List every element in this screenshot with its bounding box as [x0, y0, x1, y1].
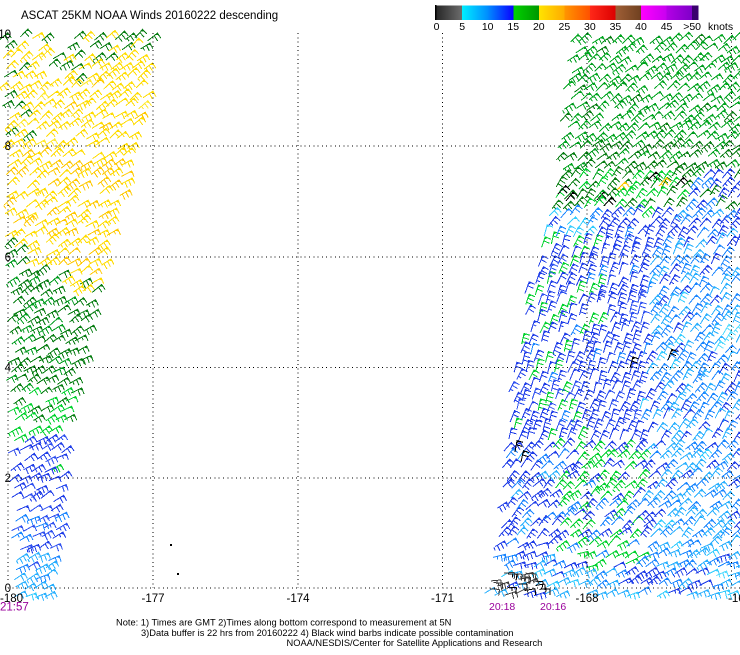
svg-text:30: 30 — [584, 21, 596, 33]
svg-text:5: 5 — [459, 21, 465, 33]
svg-text:0: 0 — [5, 583, 11, 595]
svg-text:45: 45 — [661, 21, 673, 33]
svg-text:2: 2 — [5, 473, 11, 485]
svg-text:10: 10 — [482, 21, 494, 33]
svg-text:0: 0 — [434, 21, 440, 33]
svg-text:6: 6 — [5, 252, 11, 264]
svg-text:4: 4 — [5, 363, 12, 375]
svg-text:3)Data buffer is 22 hrs from 2: 3)Data buffer is 22 hrs from 20160222 4)… — [141, 628, 513, 638]
svg-text:>50: >50 — [683, 21, 701, 33]
svg-text:-174: -174 — [286, 593, 310, 605]
svg-text:35: 35 — [610, 21, 622, 33]
svg-text:8: 8 — [5, 141, 11, 153]
svg-text:ASCAT 25KM NOAA Winds 20160222: ASCAT 25KM NOAA Winds 20160222 descendin… — [21, 10, 278, 22]
svg-text:knots: knots — [708, 21, 733, 33]
svg-text:20:16: 20:16 — [540, 601, 566, 613]
svg-text:40: 40 — [635, 21, 647, 33]
svg-text:-168: -168 — [575, 593, 598, 605]
svg-text:NOAA/NESDIS/Center for Satelli: NOAA/NESDIS/Center for Satellite Applica… — [287, 638, 543, 648]
svg-text:25: 25 — [559, 21, 571, 33]
svg-text:20:18: 20:18 — [489, 601, 515, 613]
svg-text:21:57: 21:57 — [0, 602, 29, 614]
svg-text:-165: -165 — [728, 593, 740, 605]
svg-text:10: 10 — [0, 29, 11, 41]
svg-text:-180: -180 — [0, 593, 23, 605]
svg-text:15: 15 — [507, 21, 519, 33]
svg-text:-177: -177 — [141, 593, 164, 605]
svg-text:-171: -171 — [431, 593, 454, 605]
svg-text:20: 20 — [533, 21, 545, 33]
svg-text:Note: 1) Times are GMT 2)Times: Note: 1) Times are GMT 2)Times along bot… — [116, 618, 451, 628]
